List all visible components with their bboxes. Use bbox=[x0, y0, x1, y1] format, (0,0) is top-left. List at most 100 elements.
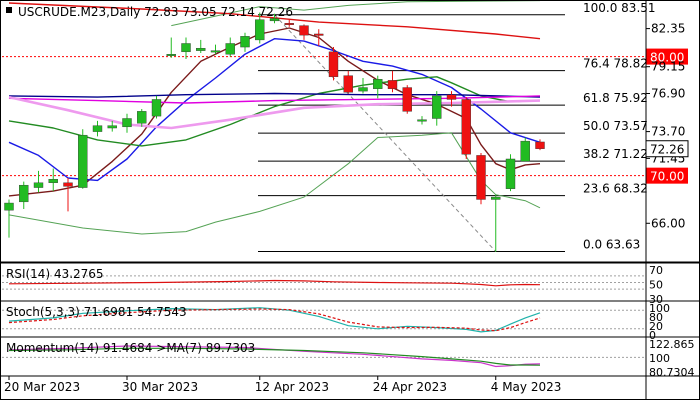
candle-body-29 bbox=[432, 95, 442, 119]
indicator-line-1-0 bbox=[8, 307, 541, 333]
candle-14 bbox=[210, 44, 221, 55]
candle-31 bbox=[461, 97, 471, 159]
candle-body-15 bbox=[225, 43, 235, 55]
candle-3 bbox=[48, 168, 58, 192]
candle-body-13 bbox=[196, 48, 206, 51]
candle-body-18 bbox=[269, 18, 280, 22]
candle-body-32 bbox=[476, 155, 486, 200]
candle-body-3 bbox=[48, 179, 58, 183]
candle-body-6 bbox=[92, 125, 103, 132]
level-tag-0 bbox=[646, 48, 688, 65]
date-label-4: 4 May 2023 bbox=[491, 380, 562, 394]
candle-7 bbox=[107, 120, 117, 132]
symbol-marker-icon bbox=[6, 7, 12, 13]
ma-line-5 bbox=[8, 95, 541, 130]
fib-label-2: 61.8 75.92 bbox=[583, 91, 648, 105]
candle-11 bbox=[166, 37, 176, 58]
fib-label-1: 76.4 78.82 bbox=[583, 57, 648, 71]
candle-body-14 bbox=[210, 50, 221, 53]
candle-body-9 bbox=[137, 111, 147, 124]
candle-body-36 bbox=[535, 141, 545, 149]
indicator-scale-2-2: 80.7304 bbox=[649, 366, 695, 379]
candle-27 bbox=[402, 85, 412, 114]
candle-17 bbox=[255, 12, 265, 44]
price-tick-label-1: 79.15 bbox=[651, 60, 685, 74]
indicator-scale-1-3: 0 bbox=[649, 329, 656, 342]
indicator-line-0-0 bbox=[8, 279, 541, 287]
indicator-title-0: RSI(14) 43.2765 bbox=[6, 267, 104, 281]
fib-label-4: 38.2 71.22 bbox=[583, 147, 648, 161]
indicator-line-1-1 bbox=[8, 308, 541, 332]
candle-2 bbox=[33, 170, 44, 193]
candle-body-21 bbox=[314, 33, 324, 36]
candle-body-1 bbox=[19, 184, 29, 203]
price-tick-label-3: 73.70 bbox=[651, 125, 685, 139]
candle-35 bbox=[520, 137, 530, 162]
price-tick-label-0: 82.35 bbox=[651, 22, 685, 36]
candle-body-23 bbox=[343, 75, 353, 93]
candle-body-5 bbox=[78, 134, 88, 188]
fib-label-0: 100.0 83.51 bbox=[583, 1, 656, 15]
candle-18 bbox=[269, 13, 280, 24]
candle-body-19 bbox=[284, 23, 294, 25]
candle-body-8 bbox=[122, 118, 132, 128]
date-label-3: 24 Apr 2023 bbox=[373, 380, 447, 394]
candle-body-30 bbox=[446, 94, 457, 100]
candle-body-7 bbox=[107, 125, 117, 129]
candle-4 bbox=[63, 178, 73, 212]
candle-0 bbox=[4, 199, 14, 238]
candle-body-20 bbox=[299, 25, 309, 36]
candle-24 bbox=[358, 78, 368, 94]
indicator-scale-2-1: 100 bbox=[649, 352, 670, 365]
indicator-line-2-1 bbox=[8, 347, 541, 366]
candle-13 bbox=[196, 39, 206, 54]
candle-30 bbox=[446, 91, 457, 107]
candle-25 bbox=[373, 75, 383, 99]
price-tick-label-2: 76.90 bbox=[651, 86, 685, 100]
candle-34 bbox=[505, 154, 516, 192]
candle-body-12 bbox=[181, 43, 191, 53]
date-label-2: 12 Apr 2023 bbox=[255, 380, 329, 394]
candle-29 bbox=[432, 91, 442, 126]
candle-body-27 bbox=[402, 87, 412, 112]
candle-20 bbox=[299, 24, 309, 40]
candle-body-26 bbox=[387, 80, 398, 89]
candle-body-17 bbox=[255, 19, 265, 41]
date-label-0: 20 Mar 2023 bbox=[4, 380, 80, 394]
candle-12 bbox=[181, 37, 191, 59]
level-tag-1 bbox=[646, 167, 688, 184]
candle-5 bbox=[78, 129, 88, 189]
candle-9 bbox=[137, 108, 147, 127]
ma-line-6 bbox=[8, 2, 541, 40]
candle-body-16 bbox=[240, 36, 250, 48]
indicator-title-1: Stoch(5,3,3) 71.6981 54.7543 bbox=[6, 305, 187, 319]
candle-10 bbox=[151, 95, 162, 119]
candle-body-11 bbox=[166, 54, 176, 56]
price-tick-label-5: 66.00 bbox=[651, 216, 685, 230]
indicator-scale-1-2: 20 bbox=[649, 320, 663, 333]
candle-body-28 bbox=[417, 119, 427, 122]
indicator-line-2-0 bbox=[8, 345, 541, 368]
candle-body-2 bbox=[33, 182, 44, 188]
candle-body-34 bbox=[505, 158, 516, 189]
fib-trend-line bbox=[274, 14, 497, 252]
symbol-title: USCRUDE.M23,Daily 72.83 73.05 72.14 72.2… bbox=[18, 5, 293, 19]
candle-6 bbox=[92, 120, 103, 137]
candle-body-25 bbox=[373, 79, 383, 89]
candle-23 bbox=[343, 70, 353, 94]
current-price-label: 72.26 bbox=[650, 143, 684, 157]
ma-line-1 bbox=[8, 38, 541, 182]
fib-label-3: 50.0 73.57 bbox=[583, 119, 648, 133]
indicator-title-2: Momentum(14) 91.4684 >MA(7) 89.7303 bbox=[6, 341, 255, 355]
fib-label-5: 23.6 68.32 bbox=[583, 182, 648, 196]
indicator-scale-2-0: 122.865 bbox=[649, 338, 695, 351]
candle-body-4 bbox=[63, 182, 73, 187]
candle-body-24 bbox=[358, 87, 368, 92]
candle-36 bbox=[535, 139, 545, 151]
date-label-1: 30 Mar 2023 bbox=[122, 380, 198, 394]
indicator-scale-0-2: 30 bbox=[649, 293, 663, 306]
